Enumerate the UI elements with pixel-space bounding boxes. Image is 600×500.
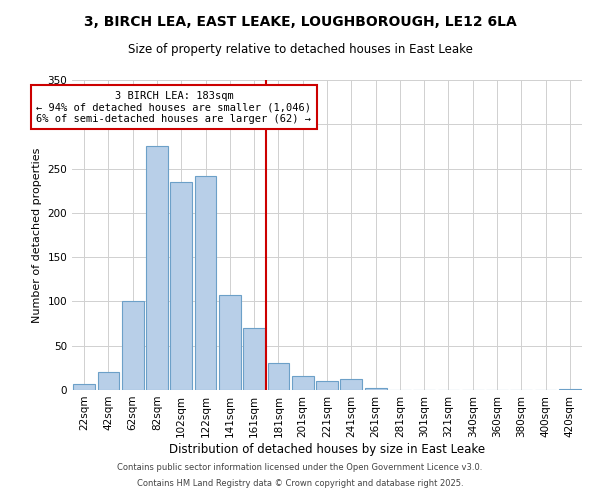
Bar [243, 328, 265, 390]
Text: 3, BIRCH LEA, EAST LEAKE, LOUGHBOROUGH, LE12 6LA: 3, BIRCH LEA, EAST LEAKE, LOUGHBOROUGH, … [83, 15, 517, 29]
Bar [340, 380, 362, 390]
Bar [194, 176, 217, 390]
X-axis label: Distribution of detached houses by size in East Leake: Distribution of detached houses by size … [169, 442, 485, 456]
Bar [170, 182, 192, 390]
Bar [219, 295, 241, 390]
Bar [559, 389, 581, 390]
Bar [146, 146, 168, 390]
Bar [365, 388, 386, 390]
Bar [73, 384, 95, 390]
Bar [268, 364, 289, 390]
Bar [122, 302, 143, 390]
Bar [316, 381, 338, 390]
Text: 3 BIRCH LEA: 183sqm
← 94% of detached houses are smaller (1,046)
6% of semi-deta: 3 BIRCH LEA: 183sqm ← 94% of detached ho… [37, 90, 311, 124]
Text: Size of property relative to detached houses in East Leake: Size of property relative to detached ho… [128, 42, 472, 56]
Bar [97, 372, 119, 390]
Text: Contains HM Land Registry data © Crown copyright and database right 2025.: Contains HM Land Registry data © Crown c… [137, 478, 463, 488]
Text: Contains public sector information licensed under the Open Government Licence v3: Contains public sector information licen… [118, 464, 482, 472]
Y-axis label: Number of detached properties: Number of detached properties [32, 148, 42, 322]
Bar [292, 376, 314, 390]
